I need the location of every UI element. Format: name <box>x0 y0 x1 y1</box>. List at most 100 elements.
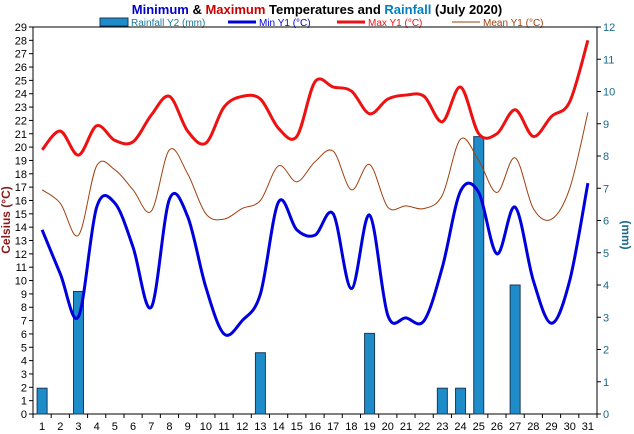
x-tick-label: 3 <box>75 421 81 433</box>
y-tick-label: 1 <box>21 396 27 408</box>
temperature-lines <box>40 39 590 337</box>
y2-tick-label: 4 <box>603 280 609 292</box>
y-tick-label: 0 <box>21 409 27 421</box>
legend-label: Mean Y1 (°C) <box>483 18 544 29</box>
y2-tick-label: 5 <box>603 248 609 260</box>
x-tick-label: 27 <box>509 421 521 433</box>
y-tick-label: 11 <box>16 262 27 274</box>
y-tick-label: 5 <box>21 342 27 354</box>
y-tick-label: 27 <box>15 49 27 61</box>
rainfall-bar <box>364 332 376 415</box>
x-tick-label: 28 <box>527 421 539 433</box>
y-tick-label: 22 <box>15 115 27 127</box>
y-tick-label: 26 <box>15 62 27 74</box>
mean-temperature-line <box>41 112 589 237</box>
x-tick-label: 29 <box>545 421 557 433</box>
x-tick-label: 26 <box>491 421 503 433</box>
y2-axis-label: (mm) <box>619 220 633 249</box>
rainfall-bar <box>509 284 521 415</box>
x-tick-label: 2 <box>57 421 63 433</box>
x-tick-label: 19 <box>363 421 375 433</box>
x-tick-label: 7 <box>148 421 154 433</box>
x-tick-label: 21 <box>400 421 412 433</box>
y-tick-label: 29 <box>15 22 27 34</box>
x-tick-label: 1 <box>39 421 45 433</box>
x-tick-label: 5 <box>112 421 118 433</box>
y-tick-label: 19 <box>15 155 27 167</box>
title-part: (July 2020) <box>431 2 502 17</box>
y-tick-label: 3 <box>21 369 27 381</box>
y-tick-label: 6 <box>21 329 27 341</box>
y2-tick-label: 0 <box>603 409 609 421</box>
x-tick-label: 10 <box>200 421 212 433</box>
rainfall-bar <box>455 387 467 415</box>
legend-label: Max Y1 (°C) <box>368 18 422 29</box>
y2-tick-label: 11 <box>603 54 614 66</box>
title-part: Temperatures and <box>265 2 384 17</box>
x-tick-label: 16 <box>309 421 321 433</box>
x-tick-label: 30 <box>564 421 576 433</box>
y-tick-label: 7 <box>21 316 27 328</box>
y-tick-label: 21 <box>15 129 27 141</box>
y-tick-label: 12 <box>15 249 27 261</box>
y2-tick-label: 9 <box>603 119 609 131</box>
rainfall-bar <box>254 352 266 415</box>
x-tick-label: 25 <box>473 421 485 433</box>
x-tick-label: 18 <box>345 421 357 433</box>
legend-label: Min Y1 (°C) <box>259 18 311 29</box>
x-tick-label: 31 <box>582 421 594 433</box>
rainfall-bar <box>72 290 84 415</box>
rainfall-bars <box>36 136 521 415</box>
rainfall-bar <box>436 387 448 415</box>
y-tick-label: 17 <box>15 182 27 194</box>
y2-tick-label: 3 <box>603 312 609 324</box>
y2-tick-label: 12 <box>603 22 615 34</box>
y-axis-left: 0123456789101112131415161718192021222324… <box>15 22 33 421</box>
y2-tick-label: 7 <box>603 183 609 195</box>
y2-tick-label: 2 <box>603 345 609 357</box>
x-tick-label: 8 <box>166 421 172 433</box>
x-tick-label: 6 <box>130 421 136 433</box>
x-tick-label: 11 <box>218 421 229 433</box>
y-tick-label: 18 <box>15 169 27 181</box>
y-tick-label: 24 <box>15 89 27 101</box>
y2-tick-label: 1 <box>603 377 609 389</box>
rainfall-bar <box>473 136 485 415</box>
chart-title: Minimum & Maximum Temperatures and Rainf… <box>132 2 502 17</box>
title-part: Maximum <box>205 2 265 17</box>
x-axis: 1 2 3 4 5 6 7 8 9 10 11 12 13 14 15 16 17 18 19 20 21 22 23 24 2… <box>32 414 598 433</box>
x-tick-label: 24 <box>454 421 466 433</box>
y-tick-label: 8 <box>21 302 27 314</box>
y-tick-label: 28 <box>15 35 27 47</box>
x-tick-label: 22 <box>418 421 430 433</box>
y2-tick-label: 6 <box>603 216 609 228</box>
y-tick-label: 20 <box>15 142 27 154</box>
y-tick-label: 25 <box>15 75 27 87</box>
y-tick-label: 23 <box>15 102 27 114</box>
y-tick-label: 9 <box>21 289 27 301</box>
min-temperature-line <box>40 181 590 337</box>
rainfall-bar <box>36 387 48 415</box>
x-tick-label: 14 <box>272 421 284 433</box>
y-tick-label: 2 <box>21 382 27 394</box>
x-tick-label: 9 <box>185 421 191 433</box>
title-part: Minimum <box>132 2 189 17</box>
y-tick-label: 4 <box>21 356 27 368</box>
y-tick-label: 10 <box>15 276 27 288</box>
y-tick-label: 13 <box>15 236 27 248</box>
legend-swatch-rainfall <box>99 17 129 27</box>
x-tick-label: 4 <box>94 421 100 433</box>
y2-tick-label: 10 <box>603 87 615 99</box>
y-tick-label: 16 <box>15 195 27 207</box>
y-tick-label: 14 <box>15 222 27 234</box>
title-part: Rainfall <box>384 2 431 17</box>
title-part: & <box>189 2 206 17</box>
max-temperature-line <box>40 39 590 157</box>
x-tick-label: 15 <box>291 421 303 433</box>
legend-label: Rainfall Y2 (mm) <box>131 18 205 29</box>
legend: Rainfall Y2 (mm) Min Y1 (°C) Max Y1 (°C) Me… <box>99 17 544 29</box>
y2-tick-label: 8 <box>603 151 609 163</box>
y-axis-label: Celsius (°C) <box>0 186 13 253</box>
